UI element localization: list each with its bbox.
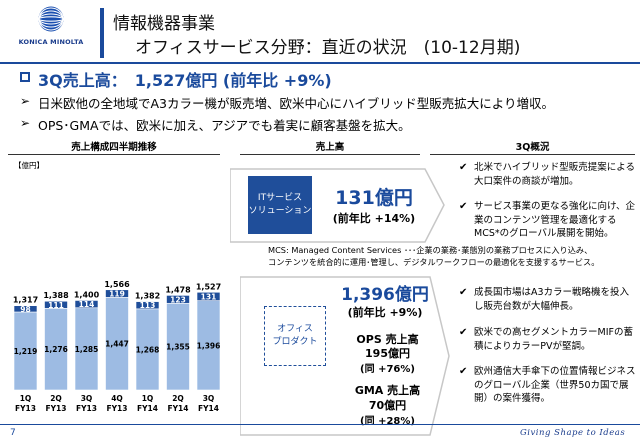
tagline: Giving Shape to Ideas (520, 428, 626, 438)
bar-segment-top (44, 300, 68, 309)
page-number: 7 (10, 428, 16, 438)
bar-segment-top (196, 291, 221, 301)
data-label-total: 1,566 (104, 280, 130, 289)
data-label-total: 1,317 (13, 296, 38, 305)
ops-sales-yoy: (同 +76%) (360, 364, 415, 375)
overview-item-3: 成長国市場はA3カラー戦略機を投入し販売台数が大幅伸長。 (474, 287, 630, 312)
bar-segment-top (166, 295, 190, 304)
data-label-base: 1,355 (166, 343, 190, 352)
bullet-1: 日米欧他の全地域でA3カラー機が販売増、欧米中心にハイブリッド型販売拡大により増… (38, 96, 555, 111)
data-label-total: 1,400 (74, 290, 100, 299)
chart-section-title: 売上構成四半期推移 (8, 139, 220, 155)
bar-segment-top (13, 305, 38, 313)
data-label-base: 1,219 (14, 347, 38, 356)
data-label-base: 1,268 (136, 345, 160, 354)
data-label-base: 1,447 (105, 340, 129, 349)
mcs-note-line1: MCS: Managed Content Services ･･･企業の業務･業… (268, 245, 593, 255)
quarterly-sales-chart: 1,219981,3171QFY131,2761111,3882QFY131,2… (13, 280, 221, 413)
title-accent-bar (100, 8, 104, 58)
it-services-label-line2: ソリューション (248, 206, 312, 216)
footer-divider (0, 424, 640, 425)
data-label-base: 1,285 (75, 345, 99, 354)
chart-unit-label: 【億円】 (14, 161, 44, 170)
x-tick-label-year: FY13 (107, 404, 128, 413)
office-products-sales-value: 1,396億円 (341, 285, 429, 305)
logo-text: KONICA MINOLTA (18, 38, 84, 46)
x-tick-label-year: FY13 (15, 404, 36, 413)
page-title: 情報機器事業 (113, 14, 215, 34)
data-label-top: 98 (20, 305, 30, 314)
overview-section-title: 3Q概況 (430, 139, 635, 155)
check-icon: ✔ (459, 327, 468, 338)
overview-item-5: 欧州通信大手傘下の位置情報ビジネスのグローバル企業（世界50カ国で展開）の案件獲… (474, 366, 636, 404)
data-label-total: 1,478 (165, 285, 191, 294)
arrow-bullet-icon: ➢ (20, 116, 31, 130)
bar-segment-top (74, 300, 99, 309)
x-tick-label-quarter: 3Q (81, 394, 93, 403)
konica-minolta-logo-icon (38, 6, 64, 32)
overview-item-4: 欧米での高セグメントカラーMIFの蓄積によりカラーPVが堅調。 (474, 327, 633, 352)
data-label-top: 131 (201, 292, 217, 301)
x-tick-label-year: FY14 (137, 404, 158, 413)
bar-segment-top (135, 301, 160, 310)
data-label-top: 119 (109, 290, 125, 299)
headline: 3Q売上高： 1,527億円 (前年比 +9%) (38, 71, 332, 90)
bullet-2: OPS･GMAでは、欧米に加え、アジアでも着実に顧客基盤を拡大。 (38, 118, 411, 133)
x-tick-label-quarter: 3Q (203, 394, 215, 403)
x-tick-label-year: FY13 (46, 404, 67, 413)
data-label-top: 111 (48, 301, 64, 310)
x-tick-label-quarter: 1Q (20, 394, 32, 403)
gma-sales-title: GMA 売上高 (354, 384, 421, 397)
ops-sales-value: 195億円 (365, 347, 410, 360)
arrow-bullet-icon: ➢ (20, 94, 31, 108)
x-tick-label-year: FY14 (168, 404, 189, 413)
it-services-yoy: (前年比 +14%) (332, 212, 416, 225)
x-tick-label-quarter: 4Q (111, 394, 123, 403)
check-icon: ✔ (459, 287, 468, 298)
bar-segment-top (105, 289, 129, 298)
x-tick-label-quarter: 2Q (50, 394, 62, 403)
office-products-yoy: (前年比 +9%) (347, 306, 423, 319)
office-products-label-box: オフィス プロダクト (264, 306, 326, 366)
mcs-definition-note: MCS: Managed Content Services ･･･企業の業務･業… (268, 244, 599, 268)
header-divider (0, 62, 640, 64)
sales-section-title: 売上高 (240, 139, 420, 155)
it-services-label-line1: ITサービス (257, 193, 303, 203)
data-label-total: 1,382 (135, 292, 160, 301)
x-tick-label-year: FY13 (76, 404, 97, 413)
headline-square-bullet-icon (20, 72, 30, 82)
it-services-sales-value: 131億円 (335, 187, 413, 209)
gma-sales-yoy: (同 +28%) (360, 416, 415, 427)
mcs-note-line2: コンテンツを統合的に運用･管理し、デジタルワークフローの最適化を支援するサービス… (268, 257, 600, 267)
overview-item-2: サービス事業の更なる強化に向け、企業のコンテンツ管理を最適化するMCS*のグロー… (474, 201, 636, 239)
data-label-base: 1,396 (197, 341, 221, 350)
x-tick-label-quarter: 1Q (142, 394, 154, 403)
page-subtitle: オフィスサービス分野：直近の状況 (10-12月期) (135, 38, 521, 58)
x-tick-label-quarter: 2Q (172, 394, 184, 403)
data-label-top: 113 (140, 301, 156, 310)
ops-sales-title: OPS 売上高 (356, 333, 419, 346)
it-services-label-box: ITサービス ソリューション (248, 176, 312, 234)
data-label-total: 1,388 (43, 291, 69, 300)
data-label-top: 123 (170, 295, 186, 304)
check-icon: ✔ (459, 201, 468, 212)
x-tick-label-year: FY14 (198, 404, 219, 413)
check-icon: ✔ (459, 366, 468, 377)
gma-sales-value: 70億円 (368, 399, 407, 412)
check-icon: ✔ (459, 162, 468, 173)
data-label-top: 114 (79, 300, 95, 309)
office-products-label-line1: オフィス (277, 324, 313, 334)
data-label-total: 1,527 (196, 282, 221, 291)
overview-item-1: 北米でハイブリッド型販売提案による大口案件の商談が増加。 (474, 162, 636, 187)
data-label-base: 1,276 (44, 345, 68, 354)
office-products-label-line2: プロダクト (272, 337, 318, 347)
